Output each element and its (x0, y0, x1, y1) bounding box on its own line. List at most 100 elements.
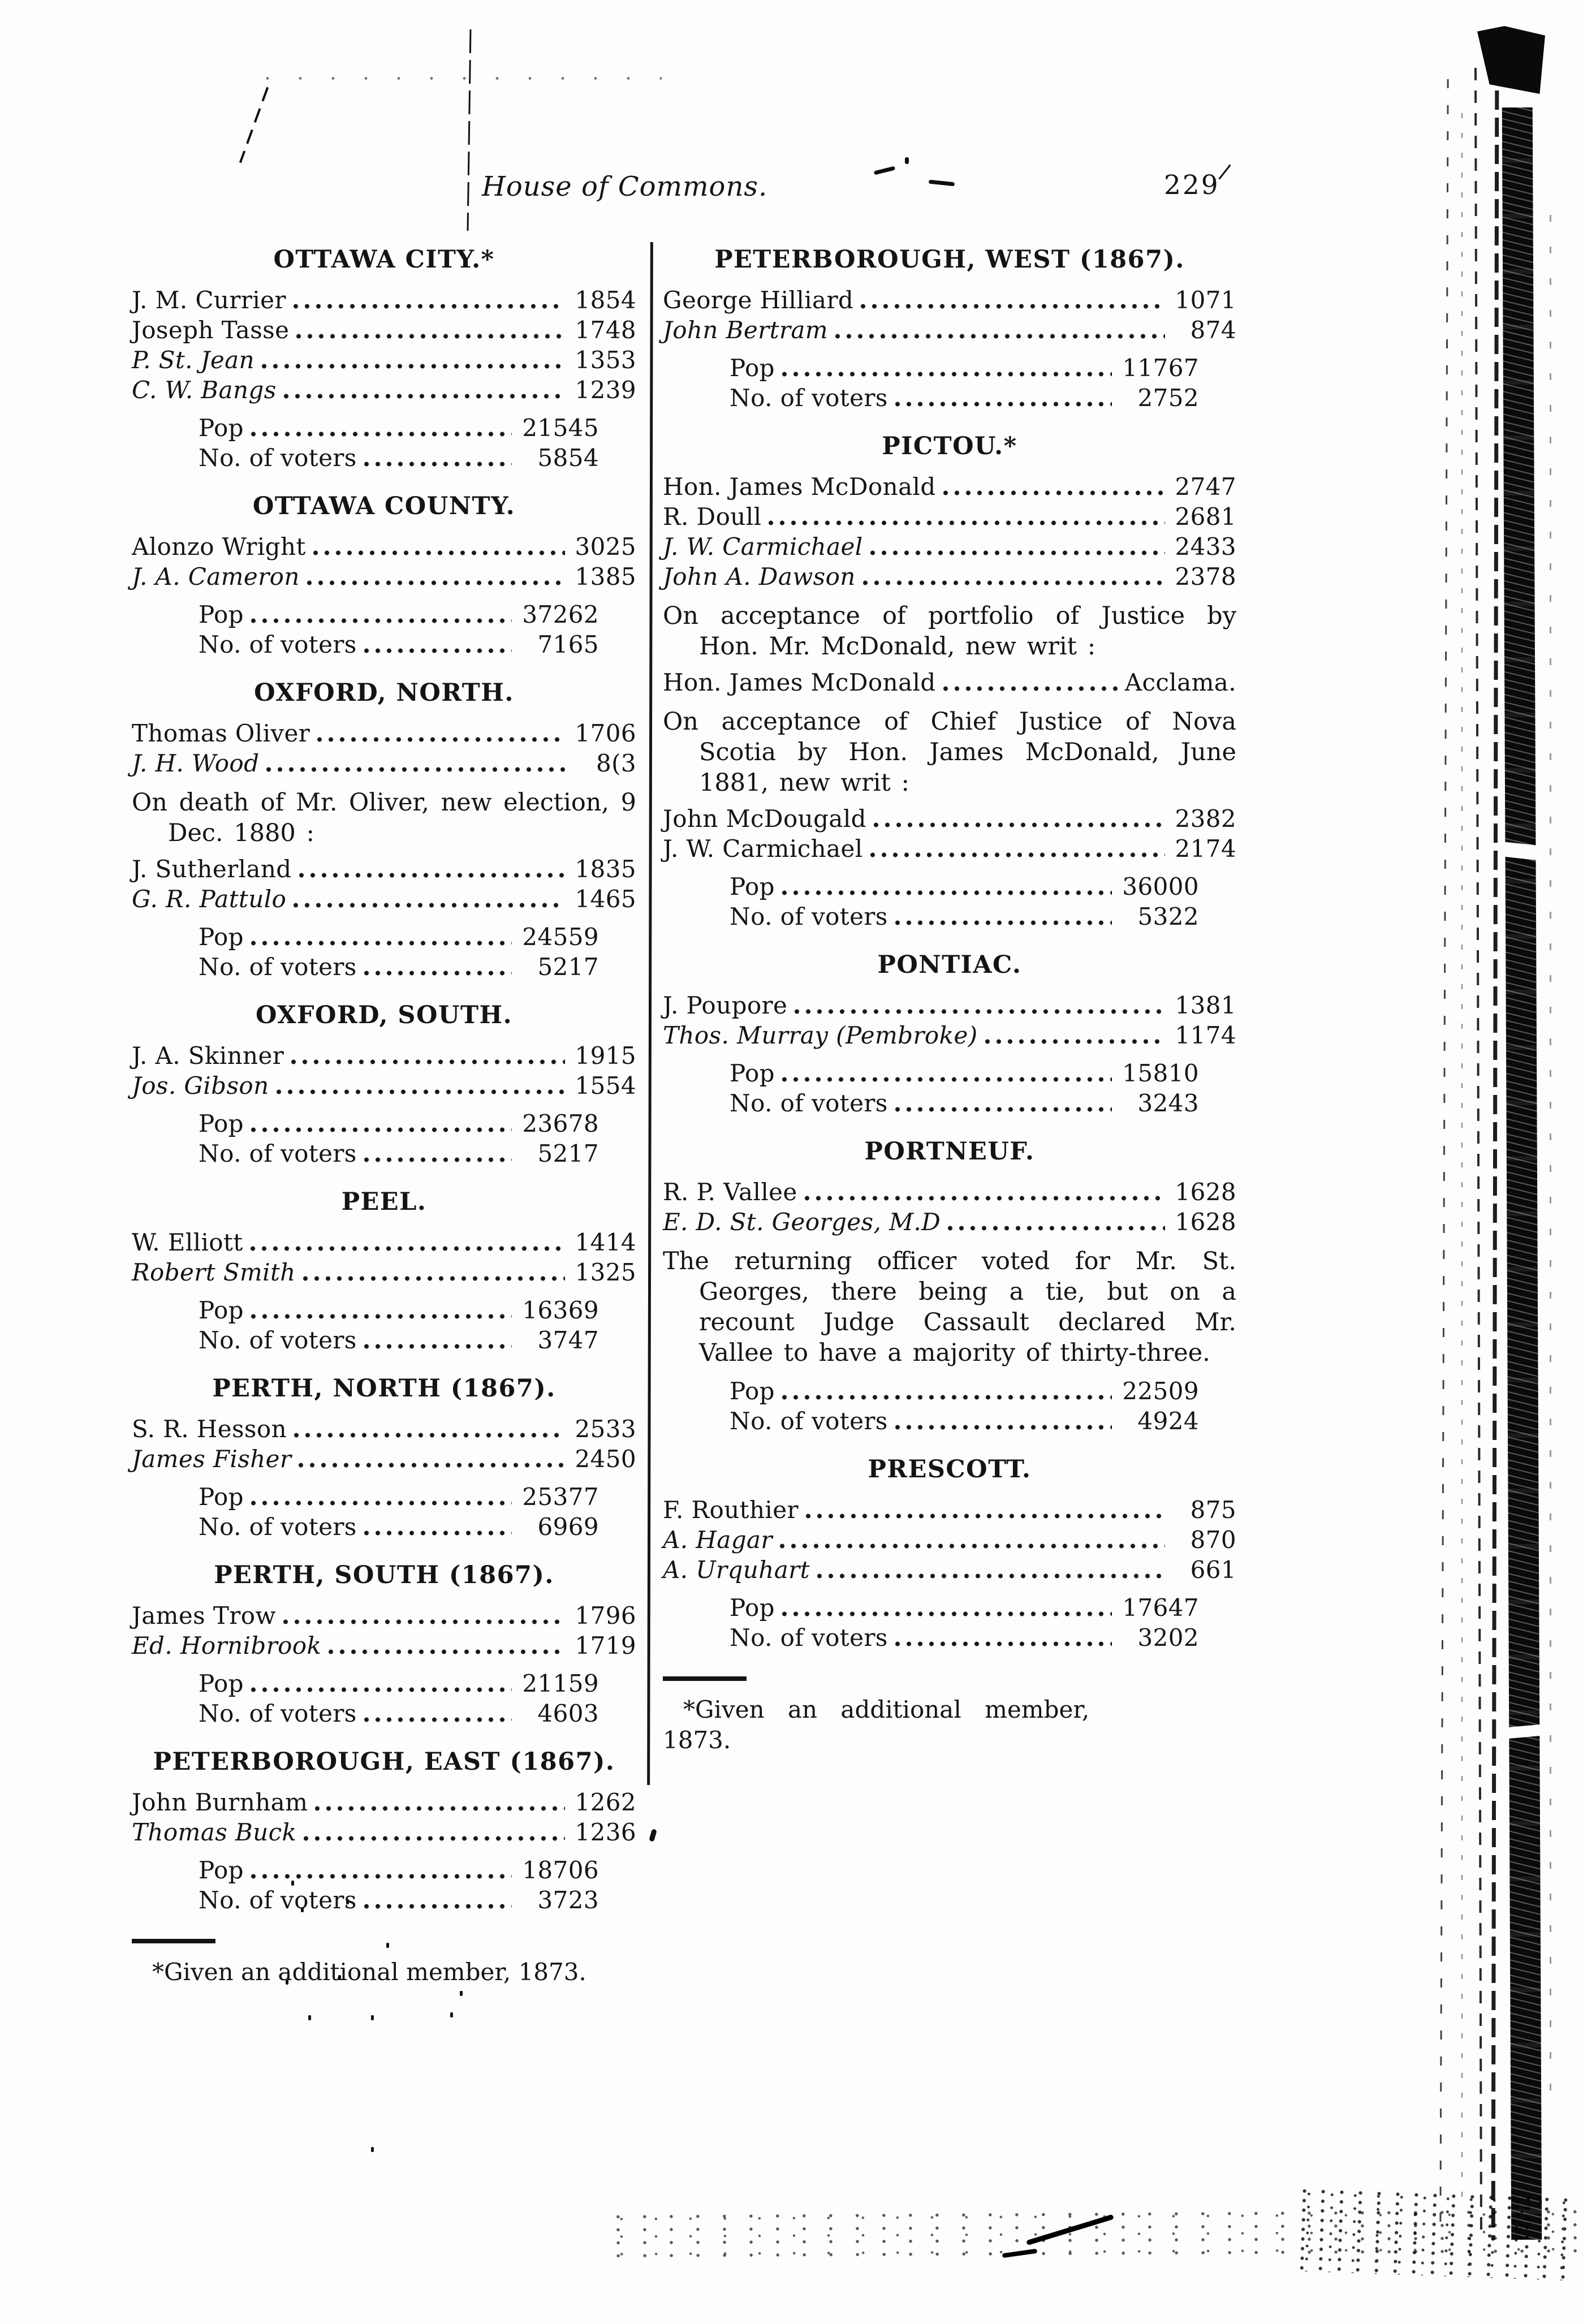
dot-leader (894, 919, 1112, 926)
candidate-row: E. D. St. Georges, M.D 1628 (663, 1207, 1236, 1237)
candidate-row: Robert Smith 1325 (132, 1257, 636, 1287)
stat-label: No. of voters (199, 1140, 357, 1167)
candidate-row: Thomas Buck 1236 (132, 1817, 636, 1847)
vote-count: 874 (1190, 316, 1236, 344)
scan-artifact-streak (1439, 79, 1449, 2234)
candidate-row: J. M. Currier 1854 (132, 285, 636, 315)
vote-count: 875 (1190, 1496, 1236, 1524)
candidate-row: John McDougald 2382 (663, 804, 1236, 834)
dot-leader (363, 1529, 512, 1537)
candidate-name: R. Doull (663, 503, 762, 531)
candidate-row: John Burnham 1262 (132, 1787, 636, 1817)
dot-leader (317, 736, 565, 743)
candidate-name: S. R. Hesson (132, 1415, 287, 1443)
stat-row: Pop 17647 (663, 1593, 1199, 1623)
scan-artifact-vertical-line (467, 29, 472, 231)
stat-label: Pop (730, 1377, 775, 1405)
candidate-row: Jos. Gibson 1554 (132, 1071, 636, 1101)
stat-row: No. of voters 5217 (132, 952, 599, 982)
vote-count: 2433 (1175, 533, 1236, 560)
vote-count: 1915 (575, 1042, 636, 1070)
dot-leader (816, 1572, 1165, 1580)
stat-row: No. of voters 3202 (663, 1623, 1199, 1653)
vote-count: 1353 (575, 346, 636, 374)
candidate-name: Robert Smith (132, 1258, 296, 1286)
stat-row: Pop 15810 (663, 1058, 1199, 1088)
section-title: PICTOU.* (882, 432, 1017, 460)
riding-section: PERTH, SOUTH (1867). James Trow 1796 Ed. Ho… (132, 1561, 636, 1728)
vote-count: 1381 (1175, 991, 1236, 1019)
stat-value: 5322 (1137, 903, 1199, 930)
stat-label: Pop (730, 1059, 775, 1087)
candidate-row: R. Doull 2681 (663, 502, 1236, 532)
dot-leader (794, 1008, 1165, 1015)
scan-artifact-streak (1550, 215, 1551, 2093)
stat-label: Pop (199, 1856, 244, 1884)
candidate-name: Hon. James McDonald (663, 669, 936, 696)
candidate-name: Jos. Gibson (132, 1072, 269, 1100)
stat-row: Pop 11767 (663, 353, 1199, 383)
stat-value: 25377 (522, 1483, 599, 1511)
vote-count: 1174 (1175, 1021, 1236, 1049)
candidate-name: E. D. St. Georges, M.D (663, 1208, 941, 1236)
scan-artifact-streak (1474, 68, 1483, 2240)
candidate-row: Alonzo Wright 3025 (132, 532, 636, 562)
vote-count: 2174 (1175, 835, 1236, 863)
stat-row: No. of voters 5322 (663, 902, 1199, 932)
dot-leader (293, 902, 565, 909)
scan-artifact-streak (1461, 113, 1463, 2206)
dot-leader (363, 1716, 512, 1723)
riding-section: OTTAWA COUNTY. Alonzo Wright 3025 J. A. Cam… (132, 492, 636, 659)
scan-artifact-tick (1218, 164, 1231, 180)
candidate-name: J. W. Carmichael (663, 835, 863, 863)
dot-leader (261, 363, 565, 370)
riding-section: PETERBOROUGH, WEST (1867). George Hilliar… (663, 245, 1236, 413)
stat-label: No. of voters (199, 444, 357, 472)
vote-count: 2382 (1175, 805, 1236, 833)
stat-label: No. of voters (199, 1886, 357, 1914)
dot-leader (250, 1126, 512, 1133)
section-title: PERTH, NORTH (1867). (212, 1374, 556, 1403)
dot-leader (860, 303, 1165, 310)
candidate-row: A. Urquhart 661 (663, 1555, 1236, 1585)
footnote-rule (663, 1676, 747, 1681)
scan-artifact-ink-blot (649, 1829, 657, 1842)
candidate-row: R. P. Vallee 1628 (663, 1177, 1236, 1207)
candidate-row: Ed. Hornibrook 1719 (132, 1631, 636, 1661)
vote-count: 1628 (1175, 1178, 1236, 1206)
stat-row: Pop 23678 (132, 1109, 599, 1139)
stat-value: 17647 (1122, 1594, 1199, 1622)
dot-leader (768, 519, 1165, 527)
vote-count: 1385 (575, 563, 636, 590)
dot-leader (781, 1076, 1112, 1083)
section-title: OXFORD, NORTH. (254, 679, 514, 707)
dot-leader (283, 393, 565, 400)
candidate-name: J. Poupore (663, 991, 788, 1019)
candidate-row: S. R. Hesson 2533 (132, 1414, 636, 1444)
dot-leader (862, 579, 1165, 587)
stat-row: Pop 21159 (132, 1668, 599, 1698)
stat-value: 11767 (1122, 354, 1199, 382)
dot-leader (250, 1499, 512, 1507)
vote-count: 1465 (575, 885, 636, 913)
footnote-line: *Given an additional member, (683, 1696, 1090, 1723)
candidate-row: J. A. Skinner 1915 (132, 1041, 636, 1071)
candidate-name: J. A. Skinner (132, 1042, 284, 1070)
stat-label: No. of voters (730, 1407, 888, 1435)
vote-count: 661 (1190, 1556, 1236, 1584)
candidate-row: C. W. Bangs 1239 (132, 375, 636, 405)
note-paragraph: On acceptance of Chief Justice of Nova S… (663, 708, 1236, 797)
footnote-line: *Given an additional member, 1873. (152, 1958, 586, 1986)
dot-leader (779, 1542, 1165, 1550)
candidate-name: G. R. Pattulo (132, 885, 287, 913)
dot-leader (781, 1610, 1112, 1618)
section-title: PRESCOTT. (868, 1455, 1032, 1484)
footnote: *Given an additional member, 1873. (663, 1695, 1236, 1756)
dot-leader (781, 889, 1112, 896)
dot-leader (363, 1156, 512, 1163)
vote-count: 1325 (575, 1258, 636, 1286)
stat-value: 5217 (537, 1140, 599, 1167)
dot-leader (869, 851, 1165, 859)
footnote-line: 1873. (663, 1726, 731, 1754)
candidate-name: J. M. Currier (132, 286, 286, 314)
